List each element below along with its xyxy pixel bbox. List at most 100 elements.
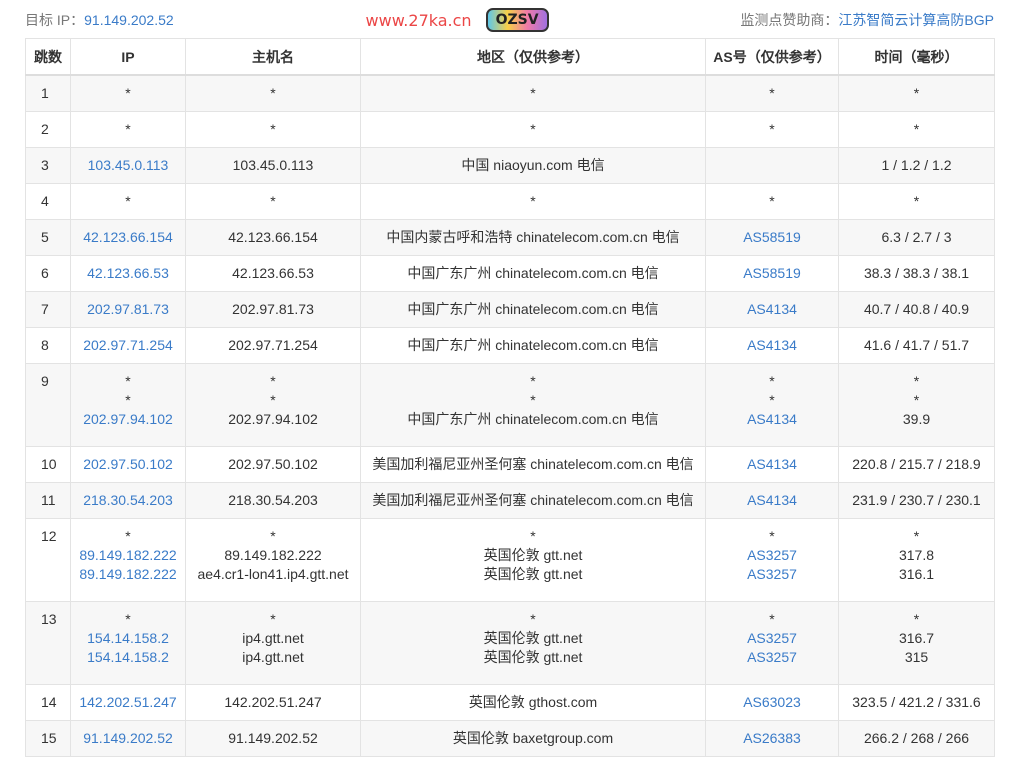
table-row: 10 202.97.50.102 202.97.50.102 美国加利福尼亚州圣何塞 … bbox=[25, 446, 995, 483]
region-cell: 中国内蒙古呼和浩特 chinatelecom.com.cn 电信 bbox=[360, 219, 706, 256]
table-row: 5 42.123.66.154 42.123.66.154 中国内蒙古呼和浩特 chi… bbox=[25, 219, 995, 256]
as-cell: AS58519 bbox=[705, 219, 839, 256]
host-value: * bbox=[270, 373, 276, 389]
as-value[interactable]: AS63023 bbox=[743, 694, 801, 710]
ip-value[interactable]: 42.123.66.53 bbox=[87, 265, 169, 281]
host-cell: 202.97.50.102 bbox=[185, 446, 361, 483]
as-value: * bbox=[769, 392, 775, 408]
region-cell: * bbox=[360, 74, 706, 112]
as-value[interactable]: AS58519 bbox=[743, 265, 801, 281]
region-value: 美国加利福尼亚州圣何塞 chinatelecom.com.cn 电信 bbox=[372, 492, 694, 508]
as-value[interactable]: AS3257 bbox=[747, 547, 797, 563]
host-cell: 42.123.66.154 bbox=[185, 219, 361, 256]
column-header: IP bbox=[70, 38, 186, 76]
time-value: 323.5 / 421.2 / 331.6 bbox=[852, 694, 981, 710]
as-value[interactable]: AS4134 bbox=[747, 456, 797, 472]
table-row: 7 202.97.81.73 202.97.81.73 中国广东广州 chinatel… bbox=[25, 291, 995, 328]
ip-value[interactable]: 154.14.158.2 bbox=[87, 649, 169, 665]
host-cell: * bbox=[185, 111, 361, 148]
hop-number: 7 bbox=[25, 291, 71, 328]
ip-value[interactable]: 42.123.66.154 bbox=[83, 229, 173, 245]
as-cell: AS4134 bbox=[705, 482, 839, 519]
time-cell: 38.3 / 38.3 / 38.1 bbox=[838, 255, 995, 292]
host-value: 142.202.51.247 bbox=[224, 694, 322, 710]
ip-cell: 202.97.81.73 bbox=[70, 291, 186, 328]
time-cell: 1 / 1.2 / 1.2 bbox=[838, 147, 995, 184]
ip-cell: * bbox=[70, 111, 186, 148]
ip-cell: 218.30.54.203 bbox=[70, 482, 186, 519]
time-cell: 220.8 / 215.7 / 218.9 bbox=[838, 446, 995, 483]
ip-value[interactable]: 154.14.158.2 bbox=[87, 630, 169, 646]
host-value: * bbox=[270, 85, 276, 101]
time-cell: * bbox=[838, 111, 995, 148]
target-info: 目标 IP：91.149.202.52 bbox=[25, 10, 174, 30]
time-value: * bbox=[913, 121, 920, 137]
ip-value: * bbox=[125, 121, 131, 137]
time-value: 316.1 bbox=[898, 566, 935, 582]
ip-value[interactable]: 89.149.182.222 bbox=[79, 547, 177, 563]
host-value: ip4.gtt.net bbox=[242, 630, 304, 646]
region-cell: 中国广东广州 chinatelecom.com.cn 电信 bbox=[360, 327, 706, 364]
as-value[interactable]: AS3257 bbox=[747, 630, 797, 646]
hop-number: 3 bbox=[25, 147, 71, 184]
ip-value[interactable]: 202.97.94.102 bbox=[83, 411, 173, 427]
as-value[interactable]: AS58519 bbox=[743, 229, 801, 245]
as-cell: * * AS4134 bbox=[705, 363, 839, 447]
ip-cell: 202.97.71.254 bbox=[70, 327, 186, 364]
table-header: 跳数 IP 主机名 地区（仅供参考） AS号（仅供参考） 时间（毫秒） bbox=[25, 38, 995, 76]
sponsor-label: 监测点赞助商： bbox=[740, 12, 839, 28]
target-ip: 91.149.202.52 bbox=[84, 12, 174, 28]
table-row: 4 * * * * * bbox=[25, 183, 995, 220]
ip-cell: 202.97.50.102 bbox=[70, 446, 186, 483]
as-value[interactable]: AS4134 bbox=[747, 492, 797, 508]
as-value[interactable]: AS4134 bbox=[747, 301, 797, 317]
region-value: * bbox=[530, 373, 536, 389]
region-cell: * 英国伦敦 gtt.net 英国伦敦 gtt.net bbox=[360, 601, 706, 685]
host-value: 202.97.94.102 bbox=[228, 411, 318, 427]
sponsor-link[interactable]: 江苏智简云计算高防BGP bbox=[838, 12, 994, 28]
ip-value: * bbox=[125, 611, 131, 627]
time-cell: 323.5 / 421.2 / 331.6 bbox=[838, 684, 995, 721]
as-value[interactable]: AS26383 bbox=[743, 730, 801, 746]
region-cell: * bbox=[360, 111, 706, 148]
as-value[interactable]: AS3257 bbox=[747, 649, 797, 665]
region-cell: 中国广东广州 chinatelecom.com.cn 电信 bbox=[360, 255, 706, 292]
time-cell: 6.3 / 2.7 / 3 bbox=[838, 219, 995, 256]
ip-value[interactable]: 202.97.71.254 bbox=[83, 337, 173, 353]
as-value[interactable]: AS4134 bbox=[747, 411, 797, 427]
region-value: 英国伦敦 gtt.net bbox=[483, 547, 583, 563]
as-value: * bbox=[769, 85, 775, 101]
ip-value[interactable]: 89.149.182.222 bbox=[79, 566, 177, 582]
sticker-logo: OZSV bbox=[485, 8, 549, 32]
ip-value[interactable]: 103.45.0.113 bbox=[87, 157, 169, 173]
time-value: 316.7 bbox=[898, 630, 935, 646]
as-cell: AS4134 bbox=[705, 327, 839, 364]
as-value[interactable]: AS4134 bbox=[747, 337, 797, 353]
ip-value[interactable]: 218.30.54.203 bbox=[83, 492, 173, 508]
region-cell: 英国伦敦 baxetgroup.com bbox=[360, 720, 706, 757]
region-value: 中国广东广州 chinatelecom.com.cn 电信 bbox=[407, 265, 659, 281]
ip-value[interactable]: 142.202.51.247 bbox=[79, 694, 177, 710]
region-value: * bbox=[530, 193, 536, 209]
region-value: 英国伦敦 baxetgroup.com bbox=[452, 730, 614, 746]
ip-cell: 42.123.66.53 bbox=[70, 255, 186, 292]
region-value: * bbox=[530, 611, 536, 627]
column-header: 地区（仅供参考） bbox=[360, 38, 706, 76]
ip-cell: * 89.149.182.222 89.149.182.222 bbox=[70, 518, 186, 602]
region-value: 中国广东广州 chinatelecom.com.cn 电信 bbox=[407, 301, 659, 317]
ip-value[interactable]: 202.97.50.102 bbox=[83, 456, 173, 472]
time-cell: * bbox=[838, 74, 995, 112]
host-cell: * * 202.97.94.102 bbox=[185, 363, 361, 447]
as-value[interactable]: AS3257 bbox=[747, 566, 797, 582]
host-value: * bbox=[270, 121, 276, 137]
watermark: www.27ka.cn bbox=[365, 10, 472, 30]
time-value: * bbox=[913, 611, 920, 627]
ip-value[interactable]: 202.97.81.73 bbox=[87, 301, 169, 317]
ip-value[interactable]: 91.149.202.52 bbox=[83, 730, 173, 746]
region-value: 英国伦敦 gtt.net bbox=[483, 566, 583, 582]
host-value: ip4.gtt.net bbox=[242, 649, 304, 665]
time-value: 38.3 / 38.3 / 38.1 bbox=[863, 265, 970, 281]
host-value: 218.30.54.203 bbox=[228, 492, 318, 508]
ip-cell: 142.202.51.247 bbox=[70, 684, 186, 721]
as-cell: AS58519 bbox=[705, 255, 839, 292]
